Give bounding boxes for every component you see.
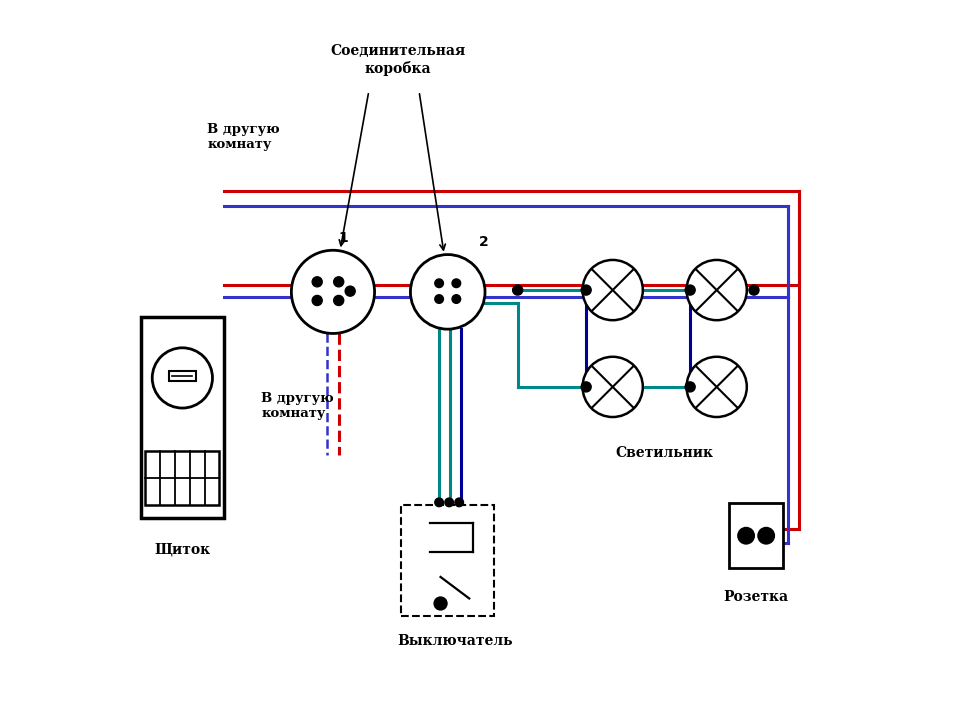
Circle shape	[758, 528, 774, 544]
Bar	[145, 451, 219, 505]
Bar	[169, 371, 196, 381]
Circle shape	[435, 279, 444, 287]
Circle shape	[153, 348, 212, 408]
Bar	[141, 317, 224, 518]
Bar	[401, 505, 494, 616]
Circle shape	[581, 382, 591, 392]
Circle shape	[346, 286, 355, 296]
Text: Светильник: Светильник	[615, 446, 713, 459]
Circle shape	[334, 276, 344, 287]
Text: 1: 1	[339, 230, 348, 245]
Circle shape	[452, 279, 461, 287]
Text: В другую
комнату: В другую комнату	[207, 123, 280, 151]
Circle shape	[452, 294, 461, 303]
Circle shape	[312, 295, 323, 305]
Circle shape	[583, 357, 643, 417]
Circle shape	[686, 260, 747, 320]
Circle shape	[455, 498, 464, 507]
Circle shape	[685, 285, 695, 295]
Circle shape	[444, 498, 453, 507]
Circle shape	[435, 294, 444, 303]
Circle shape	[434, 597, 447, 610]
Circle shape	[334, 295, 344, 305]
Circle shape	[312, 276, 323, 287]
Circle shape	[686, 357, 747, 417]
Circle shape	[513, 285, 522, 295]
Circle shape	[749, 285, 759, 295]
Circle shape	[435, 498, 444, 507]
Circle shape	[411, 255, 485, 329]
Circle shape	[583, 260, 643, 320]
Text: Щиток: Щиток	[155, 543, 210, 557]
Circle shape	[738, 528, 754, 544]
Circle shape	[292, 251, 374, 333]
Text: Выключатель: Выключатель	[397, 634, 513, 648]
Circle shape	[581, 285, 591, 295]
Bar	[730, 503, 783, 568]
Circle shape	[685, 382, 695, 392]
Text: Розетка: Розетка	[724, 590, 789, 603]
Text: Соединительная
коробка: Соединительная коробка	[330, 45, 466, 76]
Text: В другую
комнату: В другую комнату	[261, 392, 334, 420]
Text: 2: 2	[479, 235, 489, 249]
